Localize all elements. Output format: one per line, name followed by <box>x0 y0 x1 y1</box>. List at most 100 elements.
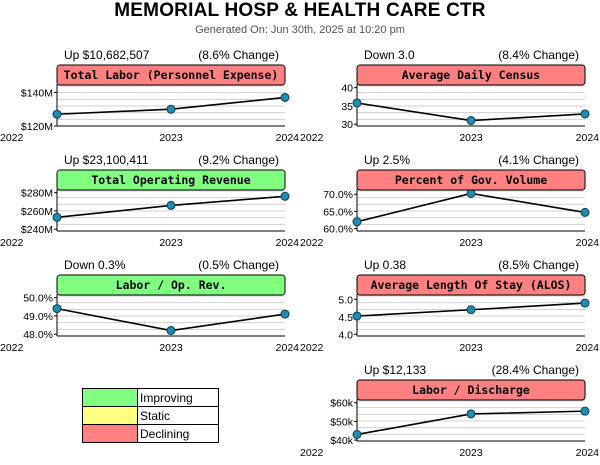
y-tick-label: $40k <box>330 435 354 447</box>
chart-title: Average Daily Census <box>402 68 540 82</box>
percent-change: (0.5% Change) <box>198 258 279 272</box>
x-tick-label: 2024 <box>276 132 300 144</box>
chart-svg: Down 0.3% (0.5% Change) 48.0% 49.0% 50.0% 202… <box>0 258 300 354</box>
status-banner <box>356 169 586 191</box>
status-banner <box>56 274 286 296</box>
status-banner <box>56 64 286 86</box>
data-point <box>580 109 590 119</box>
data-point <box>352 98 362 108</box>
x-tick-label: 2024 <box>276 237 300 249</box>
x-tick-label: 2022 <box>0 342 24 354</box>
percent-change: (8.4% Change) <box>498 48 579 62</box>
y-tick-label: 49.0% <box>23 311 53 323</box>
x-tick-label: 2024 <box>576 237 600 249</box>
data-point <box>466 188 476 198</box>
data-point <box>166 200 176 210</box>
x-tick-label: 2023 <box>459 132 483 144</box>
data-point <box>580 406 590 416</box>
legend-item-declining: Declining <box>82 424 219 443</box>
data-point <box>280 191 290 201</box>
status-banner <box>356 379 586 401</box>
x-tick-label: 2024 <box>576 132 600 144</box>
x-tick-label: 2022 <box>0 237 24 249</box>
data-point <box>166 326 176 336</box>
chart-svg: Down 3.0 (8.4% Change) 30 35 40 2022 2023 2024 A… <box>300 48 600 144</box>
legend-label-declining: Declining <box>137 424 219 443</box>
x-tick-label: 2022 <box>300 132 324 144</box>
legend-label-improving: Improving <box>137 388 219 407</box>
change-value: Up 2.5% <box>364 153 410 167</box>
x-tick-label: 2023 <box>159 237 183 249</box>
percent-change: (9.2% Change) <box>198 153 279 167</box>
data-point <box>280 92 290 102</box>
chart-svg: Up 0.38 (8.5% Change) 4.0 4.5 5.0 2022 2023 202… <box>300 258 600 354</box>
chart-labor-op-rev: Down 0.3% (0.5% Change) 48.0% 49.0% 50.0% 202… <box>0 256 300 360</box>
data-point <box>52 212 62 222</box>
report-title: MEMORIAL HOSP & HEALTH CARE CTR <box>114 0 486 21</box>
chart-title: Labor / Discharge <box>412 383 530 397</box>
chart-svg: Up $23,100,411 (9.2% Change) $240M $260M $28… <box>0 153 300 249</box>
x-tick-label: 2024 <box>576 342 600 354</box>
legend-item-static: Static <box>82 406 219 425</box>
y-tick-label: $240M <box>21 224 53 236</box>
y-tick-label: 65.0% <box>323 206 353 218</box>
change-value: Up $10,682,507 <box>64 48 150 62</box>
chart-title: Percent of Gov. Volume <box>395 173 547 187</box>
data-point <box>466 409 476 419</box>
y-tick-label: 50.0% <box>23 293 53 305</box>
chart-svg: Up 2.5% (4.1% Change) 60.0% 65.0% 70.0% 2022 2… <box>300 153 600 249</box>
change-value: Up 0.38 <box>364 258 406 272</box>
status-banner <box>356 64 586 86</box>
percent-change: (28.4% Change) <box>492 363 579 377</box>
chart-total-labor-personnel-expense: Up $10,682,507 (8.6% Change) $120M $140M 202… <box>0 46 300 150</box>
y-tick-label: 60.0% <box>323 224 353 236</box>
y-tick-label: $60k <box>330 398 354 410</box>
status-banner <box>56 169 286 191</box>
chart-percent-of-gov-volume: Up 2.5% (4.1% Change) 60.0% 65.0% 70.0% 2022 2… <box>300 151 600 255</box>
x-tick-label: 2023 <box>159 342 183 354</box>
y-tick-label: $260M <box>21 206 53 218</box>
change-value: Down 3.0 <box>364 48 415 62</box>
y-tick-label: 4.0 <box>338 329 353 341</box>
y-tick-label: 35 <box>341 101 353 113</box>
x-tick-label: 2022 <box>300 447 324 459</box>
x-tick-label: 2023 <box>159 132 183 144</box>
legend-item-improving: Improving <box>82 388 219 407</box>
status-banner <box>356 274 586 296</box>
legend-swatch-improving <box>82 388 138 407</box>
y-tick-label: $50k <box>330 416 354 428</box>
change-value: Down 0.3% <box>64 258 126 272</box>
change-value: Up $12,133 <box>364 363 426 377</box>
y-tick-label: 70.0% <box>323 189 353 201</box>
x-tick-label: 2022 <box>300 342 324 354</box>
status-legend: Improving Static Declining <box>82 388 219 443</box>
y-tick-label: 5.0 <box>338 294 353 306</box>
data-point <box>352 217 362 227</box>
data-point <box>580 298 590 308</box>
percent-change: (4.1% Change) <box>498 153 579 167</box>
chart-title: Total Operating Revenue <box>91 173 250 187</box>
y-tick-label: 30 <box>341 119 353 131</box>
generated-date: Generated On: Jun 30th, 2025 at 10:20 pm <box>195 24 405 36</box>
y-tick-label: 4.5 <box>338 312 353 324</box>
data-point <box>52 304 62 314</box>
chart-total-operating-revenue: Up $23,100,411 (9.2% Change) $240M $260M $28… <box>0 151 300 255</box>
chart-title: Total Labor (Personnel Expense) <box>64 68 279 82</box>
x-tick-label: 2022 <box>300 237 324 249</box>
legend-swatch-declining <box>82 424 138 443</box>
data-point <box>352 429 362 439</box>
y-tick-label: $120M <box>21 121 53 133</box>
data-point <box>166 104 176 114</box>
change-value: Up $23,100,411 <box>64 153 149 167</box>
x-tick-label: 2024 <box>576 447 600 459</box>
y-tick-label: $280M <box>21 188 53 200</box>
data-point <box>52 109 62 119</box>
x-tick-label: 2023 <box>459 447 483 459</box>
data-point <box>580 207 590 217</box>
legend-swatch-static <box>82 406 138 425</box>
x-tick-label: 2024 <box>276 342 300 354</box>
percent-change: (8.6% Change) <box>198 48 279 62</box>
chart-average-daily-census: Down 3.0 (8.4% Change) 30 35 40 2022 2023 2024 A… <box>300 46 600 150</box>
chart-title: Labor / Op. Rev. <box>116 278 227 292</box>
chart-title: Average Length Of Stay (ALOS) <box>371 278 572 292</box>
